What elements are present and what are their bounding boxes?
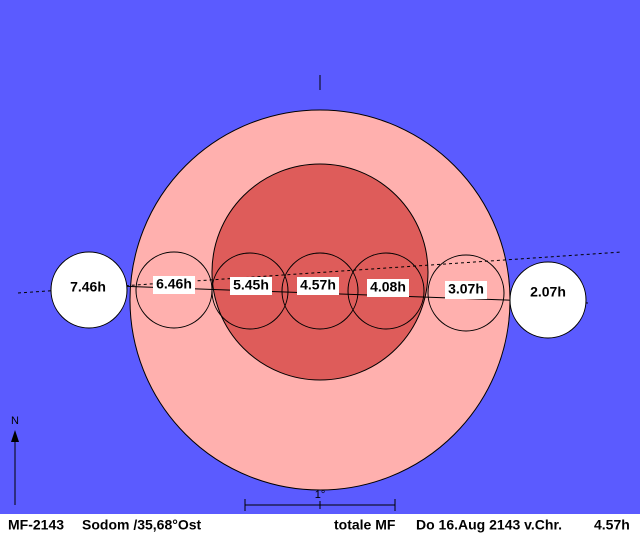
moon-label-bg <box>230 277 272 295</box>
moon-label-bg <box>297 277 339 295</box>
moon-positions: 7.46h 6.46h 5.45h 4.57h 4.08h 3.07h 2.07h <box>50 251 587 339</box>
moon-label: 4.57h <box>300 277 336 293</box>
moon-label: 4.08h <box>370 279 406 295</box>
ecliptic <box>17 251 623 294</box>
moon <box>427 254 505 332</box>
scale-label: 1° <box>315 489 326 501</box>
moon-label: 6.46h <box>156 276 192 292</box>
moon <box>347 252 425 330</box>
moon <box>211 252 289 330</box>
moon-label: 7.46h <box>70 279 106 295</box>
moon-label: 3.07h <box>448 281 484 297</box>
footer-time: 4.57h <box>594 517 630 533</box>
moon-label-bg <box>527 284 569 302</box>
footer-bar <box>0 514 640 544</box>
footer-id: MF-2143 <box>8 517 64 533</box>
moon-label: 5.45h <box>233 277 269 293</box>
moon-label-bg <box>445 281 487 299</box>
moon <box>281 252 359 330</box>
moon-label: 2.07h <box>530 284 566 300</box>
moon-label-bg <box>67 279 109 297</box>
north-arrowhead <box>11 430 19 442</box>
moon-label-bg <box>367 279 409 297</box>
footer-place: Sodom /35,68°Ost <box>82 517 202 533</box>
moon-label-bg <box>153 276 195 294</box>
footer-date: Do 16.Aug 2143 v.Chr. <box>416 517 562 533</box>
footer-kind: totale MF <box>334 517 396 533</box>
north-label: N <box>11 415 19 427</box>
